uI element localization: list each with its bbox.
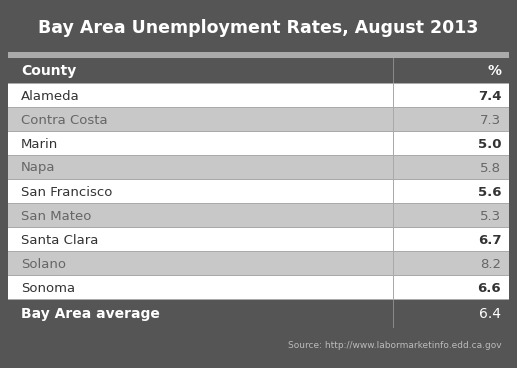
- FancyBboxPatch shape: [8, 58, 509, 84]
- Text: Contra Costa: Contra Costa: [21, 113, 108, 127]
- FancyBboxPatch shape: [393, 276, 394, 300]
- FancyBboxPatch shape: [393, 180, 394, 204]
- FancyBboxPatch shape: [8, 228, 509, 252]
- FancyBboxPatch shape: [393, 84, 394, 108]
- FancyBboxPatch shape: [8, 52, 509, 58]
- Text: Solano: Solano: [21, 258, 66, 270]
- FancyBboxPatch shape: [8, 299, 509, 300]
- FancyBboxPatch shape: [8, 276, 509, 300]
- Text: 6.7: 6.7: [478, 234, 501, 247]
- FancyBboxPatch shape: [8, 275, 509, 276]
- Text: Alameda: Alameda: [21, 89, 80, 103]
- FancyBboxPatch shape: [8, 107, 509, 108]
- Text: Bay Area average: Bay Area average: [21, 307, 160, 321]
- FancyBboxPatch shape: [8, 252, 509, 276]
- FancyBboxPatch shape: [8, 227, 509, 228]
- FancyBboxPatch shape: [8, 83, 509, 84]
- FancyBboxPatch shape: [393, 108, 394, 132]
- FancyBboxPatch shape: [8, 155, 509, 156]
- Text: 5.3: 5.3: [480, 209, 501, 223]
- FancyBboxPatch shape: [8, 4, 509, 52]
- Text: 6.6: 6.6: [478, 282, 501, 294]
- FancyBboxPatch shape: [8, 132, 509, 156]
- FancyBboxPatch shape: [393, 156, 394, 180]
- FancyBboxPatch shape: [8, 203, 509, 204]
- Text: 8.2: 8.2: [480, 258, 501, 270]
- FancyBboxPatch shape: [8, 179, 509, 180]
- FancyBboxPatch shape: [8, 156, 509, 180]
- Text: County: County: [21, 64, 76, 78]
- FancyBboxPatch shape: [393, 204, 394, 228]
- Text: Marin: Marin: [21, 138, 58, 151]
- Text: Source: http://www.labormarketinfo.edd.ca.gov: Source: http://www.labormarketinfo.edd.c…: [287, 342, 501, 350]
- Text: San Mateo: San Mateo: [21, 209, 92, 223]
- FancyBboxPatch shape: [8, 108, 509, 132]
- FancyBboxPatch shape: [8, 251, 509, 252]
- Text: 6.4: 6.4: [479, 307, 501, 321]
- FancyBboxPatch shape: [8, 84, 509, 108]
- FancyBboxPatch shape: [393, 228, 394, 252]
- FancyBboxPatch shape: [393, 300, 394, 328]
- FancyBboxPatch shape: [8, 131, 509, 132]
- FancyBboxPatch shape: [8, 204, 509, 228]
- Text: Sonoma: Sonoma: [21, 282, 75, 294]
- Text: Napa: Napa: [21, 162, 55, 174]
- Text: %: %: [487, 64, 501, 78]
- Text: 7.3: 7.3: [480, 113, 501, 127]
- Text: Santa Clara: Santa Clara: [21, 234, 98, 247]
- FancyBboxPatch shape: [8, 300, 509, 328]
- Text: Bay Area Unemployment Rates, August 2013: Bay Area Unemployment Rates, August 2013: [38, 19, 479, 37]
- FancyBboxPatch shape: [393, 132, 394, 156]
- Text: 7.4: 7.4: [478, 89, 501, 103]
- Text: 5.6: 5.6: [478, 185, 501, 198]
- Text: San Francisco: San Francisco: [21, 185, 112, 198]
- FancyBboxPatch shape: [8, 328, 509, 364]
- FancyBboxPatch shape: [393, 252, 394, 276]
- Text: 5.0: 5.0: [478, 138, 501, 151]
- FancyBboxPatch shape: [393, 58, 394, 84]
- FancyBboxPatch shape: [8, 180, 509, 204]
- Text: 5.8: 5.8: [480, 162, 501, 174]
